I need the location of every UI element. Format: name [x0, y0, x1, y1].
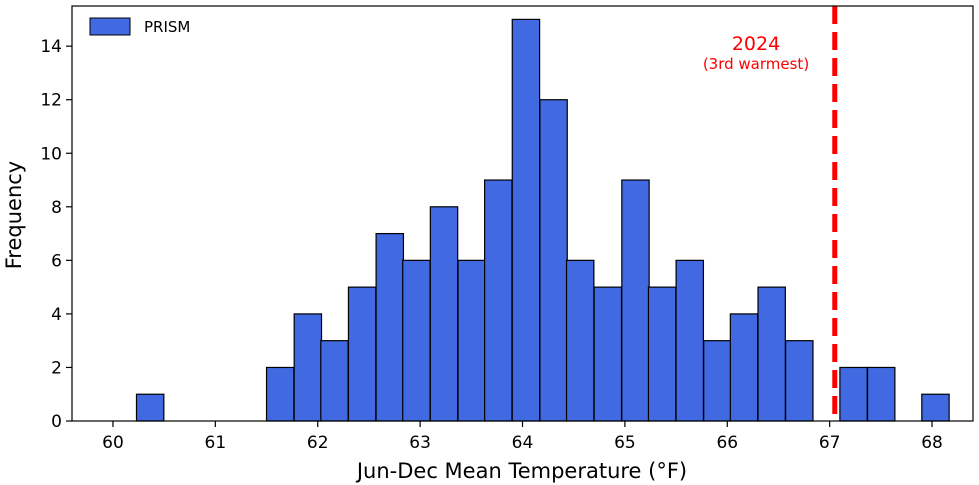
- y-tick-label: 4: [51, 305, 62, 325]
- x-tick-label: 62: [307, 433, 329, 453]
- histogram-bar: [457, 259, 486, 422]
- y-tick-label: 8: [51, 198, 62, 218]
- annotation-sublabel: (3rd warmest): [703, 55, 809, 73]
- histogram-bar: [593, 286, 623, 422]
- histogram-bar: [921, 393, 950, 422]
- y-axis-label: Frequency: [2, 161, 26, 270]
- y-tick-label: 10: [40, 144, 62, 164]
- x-tick-label: 61: [205, 433, 227, 453]
- histogram-bar: [675, 259, 705, 422]
- x-tick-label: 63: [409, 433, 431, 453]
- annotation-label: 2024: [732, 33, 780, 55]
- x-tick-label: 68: [921, 433, 943, 453]
- histogram-bar: [511, 18, 541, 422]
- x-tick-label: 64: [512, 433, 534, 453]
- histogram-bar: [484, 179, 513, 422]
- y-tick-label: 0: [51, 412, 62, 432]
- histogram-bar: [839, 366, 868, 422]
- histogram-bar: [539, 99, 568, 422]
- histogram-bar: [647, 286, 677, 422]
- histogram-bar: [375, 232, 405, 422]
- x-tick-label: 66: [716, 433, 738, 453]
- histogram-bar: [293, 313, 323, 422]
- legend-swatch: [89, 17, 131, 36]
- y-tick-label: 12: [40, 91, 62, 111]
- bars-group: [135, 18, 950, 422]
- x-tick-label: 65: [614, 433, 636, 453]
- y-tick-label: 14: [40, 37, 62, 57]
- y-tick-label: 2: [51, 358, 62, 378]
- histogram-bar: [729, 313, 759, 422]
- histogram-bar: [429, 206, 459, 422]
- x-tick-label: 67: [819, 433, 841, 453]
- histogram-bar: [866, 366, 896, 422]
- histogram-bar: [135, 393, 165, 422]
- legend: PRISM: [89, 17, 190, 36]
- histogram-bar: [703, 340, 732, 422]
- annotation-2024: 2024 (3rd warmest): [703, 33, 809, 73]
- histogram-bar: [785, 340, 814, 422]
- histogram-bar: [347, 286, 377, 422]
- legend-label: PRISM: [144, 18, 190, 36]
- histogram-bar: [265, 366, 295, 422]
- histogram-bar: [757, 286, 786, 422]
- histogram-bar: [402, 259, 431, 422]
- y-tick-label: 6: [51, 251, 62, 271]
- histogram-bar: [565, 259, 595, 422]
- x-axis-label: Jun-Dec Mean Temperature (°F): [355, 459, 687, 483]
- histogram-bar: [320, 340, 349, 422]
- x-tick-label: 60: [102, 433, 124, 453]
- histogram-bar: [621, 179, 650, 422]
